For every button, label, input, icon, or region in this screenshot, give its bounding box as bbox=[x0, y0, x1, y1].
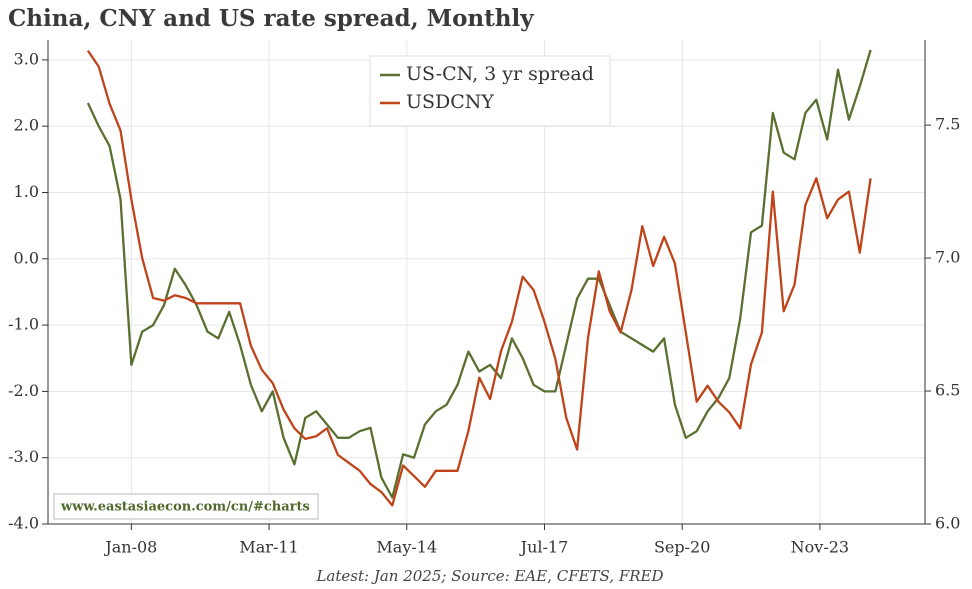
x-tick-label: Mar-11 bbox=[239, 538, 298, 557]
y-tick-label: -2.0 bbox=[8, 381, 39, 400]
y2-tick-label: 6.5 bbox=[935, 381, 960, 400]
legend-label: US-CN, 3 yr spread bbox=[406, 63, 594, 85]
x-tick-label: Jul-17 bbox=[519, 538, 569, 557]
y-tick-label: -1.0 bbox=[8, 315, 39, 334]
legend-label: USDCNY bbox=[406, 91, 494, 113]
y2-tick-label: 7.0 bbox=[935, 248, 960, 267]
y2-tick-label: 7.5 bbox=[935, 115, 960, 134]
x-tick-label: Sep-20 bbox=[654, 538, 710, 557]
watermark-box bbox=[53, 493, 319, 520]
watermark: www.eastasiaecon.com/cn/#charts bbox=[60, 500, 310, 515]
y-tick-label: 1.0 bbox=[14, 182, 39, 201]
y-tick-label: 3.0 bbox=[14, 49, 39, 68]
y-tick-label: -4.0 bbox=[8, 514, 39, 533]
x-tick-label: May-14 bbox=[376, 538, 437, 557]
series-line bbox=[86, 49, 872, 499]
series-line bbox=[86, 49, 872, 507]
y2-tick-label: 6.0 bbox=[935, 514, 960, 533]
x-tick-label: Jan-08 bbox=[103, 538, 157, 557]
y-tick-label: -3.0 bbox=[8, 447, 39, 466]
footnote: Latest: Jan 2025; Source: EAE, CFETS, FR… bbox=[315, 567, 663, 585]
y-tick-label: 0.0 bbox=[14, 248, 39, 267]
x-tick-label: Nov-23 bbox=[791, 538, 849, 557]
chart-title: China, CNY and US rate spread, Monthly bbox=[8, 5, 534, 32]
legend-box bbox=[369, 55, 611, 127]
y-tick-label: 2.0 bbox=[14, 116, 39, 135]
